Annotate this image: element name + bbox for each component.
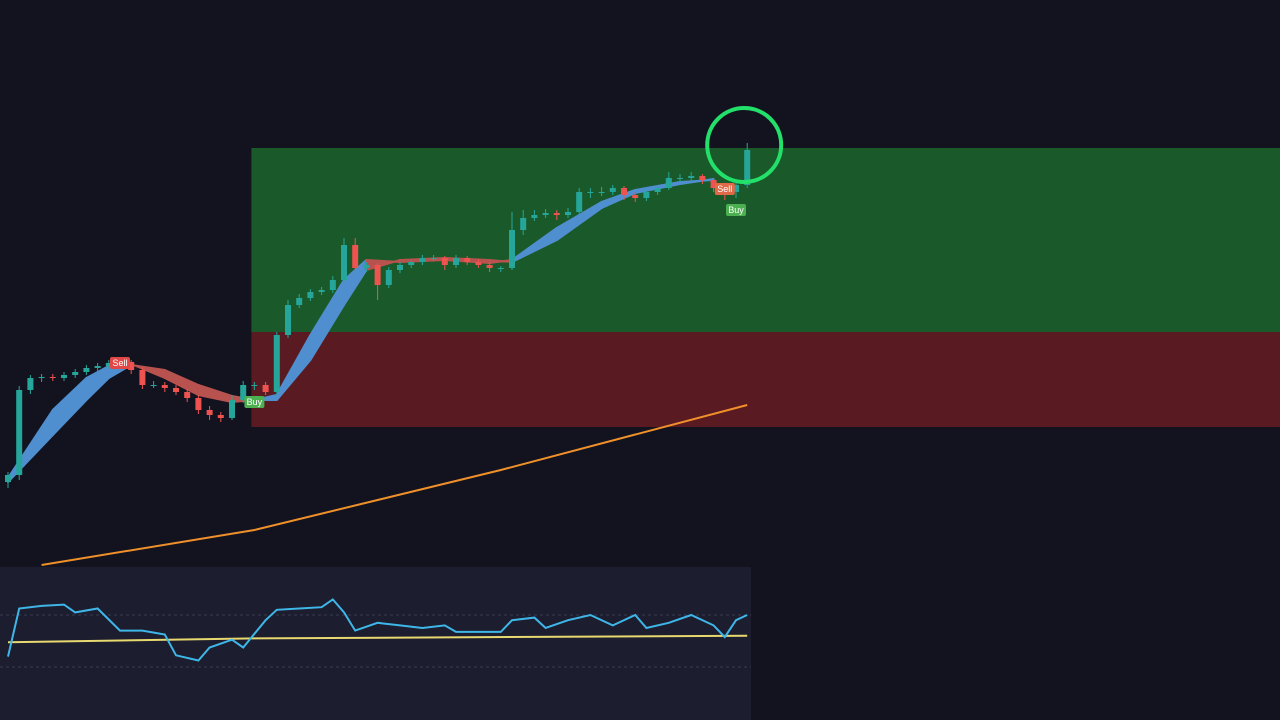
signal-line xyxy=(7,634,748,644)
candle-body xyxy=(733,185,739,192)
candle-body xyxy=(240,385,247,400)
candle-body xyxy=(677,178,683,179)
candle-body xyxy=(475,262,482,265)
highlight-circle xyxy=(705,106,784,184)
ema-line xyxy=(41,404,748,566)
candle-body xyxy=(273,335,280,392)
signal-label: Sell xyxy=(112,358,127,368)
candle-body xyxy=(49,377,56,378)
candle-body xyxy=(699,176,706,180)
candle-body xyxy=(61,375,67,378)
candle-body xyxy=(150,385,157,386)
candle-body xyxy=(229,400,235,418)
candle-body xyxy=(576,192,583,212)
candle-body xyxy=(621,188,627,195)
candle-body xyxy=(161,385,168,388)
candle-body xyxy=(296,298,303,305)
candle-body xyxy=(632,195,639,198)
candle-body xyxy=(173,388,179,392)
candle-body xyxy=(139,370,146,385)
candle-body xyxy=(72,372,79,375)
candle-body xyxy=(542,213,549,215)
candle-body xyxy=(5,475,11,482)
signal-label: Sell xyxy=(717,184,732,194)
candle-body xyxy=(38,377,45,378)
candle-body xyxy=(262,385,269,392)
candle-body xyxy=(565,212,571,215)
candle-body xyxy=(217,415,224,418)
candle-body xyxy=(184,392,191,398)
candle-body xyxy=(128,362,135,370)
candle-body xyxy=(688,176,695,178)
candle-body xyxy=(430,258,437,259)
candle-body xyxy=(531,215,538,218)
candle-body xyxy=(374,265,381,285)
candle-body xyxy=(520,218,527,230)
candle-body xyxy=(195,398,202,410)
candle-body xyxy=(665,178,672,188)
candle-body xyxy=(206,410,213,415)
signal-badge xyxy=(726,204,746,216)
signal-badge xyxy=(110,357,130,369)
candle-body xyxy=(486,265,493,268)
candle-body xyxy=(509,230,515,268)
candle-body xyxy=(609,188,616,192)
signal-label: Buy xyxy=(728,205,744,215)
candle-body xyxy=(307,292,314,298)
candle-body xyxy=(744,150,751,185)
candle-body xyxy=(587,192,594,193)
candle-body xyxy=(363,265,370,268)
oscillator-line xyxy=(7,598,748,662)
candle-body xyxy=(643,192,650,198)
candle-body xyxy=(318,290,325,292)
candle-body xyxy=(497,268,504,269)
zone xyxy=(251,148,1280,332)
candle-body xyxy=(710,180,717,188)
candle-body xyxy=(352,245,359,268)
candle-body xyxy=(105,363,112,366)
oscillator-pane xyxy=(0,567,751,720)
candle-body xyxy=(598,192,605,193)
candle-body xyxy=(285,305,291,335)
candle-body xyxy=(408,262,415,265)
candle-body xyxy=(453,258,459,265)
candle-body xyxy=(385,270,392,285)
signal-label: Buy xyxy=(247,397,263,407)
candle-body xyxy=(251,385,258,386)
candle-body xyxy=(94,366,101,368)
candle-body xyxy=(329,280,336,290)
candle-body xyxy=(441,258,448,265)
candle-body xyxy=(83,368,90,372)
signal-badge xyxy=(244,396,265,408)
candle-body xyxy=(27,378,34,390)
candle-body xyxy=(553,213,560,215)
zone xyxy=(251,332,1280,427)
candle-body xyxy=(464,258,471,262)
candle-body xyxy=(654,188,661,192)
candle-body xyxy=(16,390,23,475)
candle-body xyxy=(397,265,403,270)
candle-body xyxy=(419,258,426,262)
candle-body xyxy=(341,245,347,280)
signal-badge xyxy=(714,183,735,195)
